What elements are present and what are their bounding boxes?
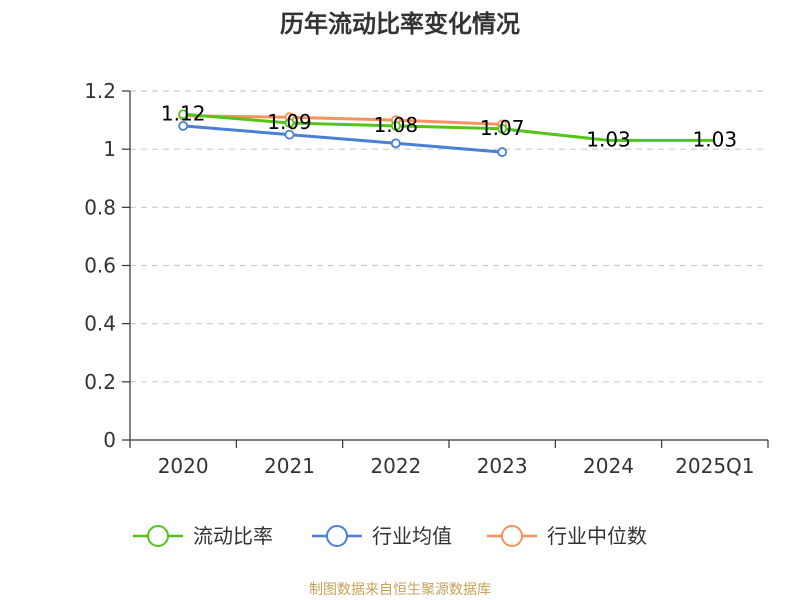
legend-item: 行业均值 — [312, 524, 452, 548]
series-line-2 — [183, 114, 503, 126]
y-tick-label: 0 — [103, 428, 116, 452]
data-label: 1.08 — [374, 113, 419, 137]
legend-marker — [326, 525, 348, 547]
x-tick-label: 2021 — [264, 454, 315, 478]
x-tick-label: 2023 — [477, 454, 528, 478]
legend-marker — [501, 525, 523, 547]
x-tick-label: 2022 — [370, 454, 421, 478]
legend: 流动比率 行业均值 行业中位数 — [133, 524, 647, 548]
data-point — [390, 138, 401, 149]
data-point — [178, 109, 189, 120]
x-tick-label: 2025Q1 — [675, 454, 754, 478]
series-line-0 — [183, 112, 715, 142]
legend-item: 行业中位数 — [487, 524, 647, 548]
y-tick-label: 0.2 — [84, 370, 116, 394]
legend-item: 流动比率 — [133, 524, 273, 548]
grid-lines — [130, 90, 764, 383]
y-tick-label: 1 — [103, 137, 116, 161]
y-tick-labels: 0 0.2 0.4 0.6 0.8 1 1.2 — [84, 79, 116, 452]
series-layer — [178, 109, 715, 157]
y-tick-label: 0.6 — [84, 254, 116, 278]
series-line-1 — [183, 124, 503, 154]
y-tick-label: 1.2 — [84, 79, 116, 103]
data-label: 1.12 — [161, 101, 206, 125]
axes — [122, 90, 769, 448]
chart-title: 历年流动比率变化情况 — [280, 10, 520, 38]
data-point — [497, 123, 508, 134]
y-tick-label: 0.4 — [84, 312, 116, 336]
legend-label: 流动比率 — [193, 524, 273, 548]
data-point — [390, 121, 401, 131]
data-point — [284, 118, 295, 128]
x-tick-labels: 2020 2021 2022 2023 2024 2025Q1 — [158, 454, 755, 478]
source-note: 制图数据来自恒生聚源数据库 — [309, 582, 491, 598]
legend-marker — [147, 525, 169, 547]
data-label: 1.03 — [586, 127, 631, 151]
x-tick-label: 2020 — [158, 454, 209, 478]
data-label: 1.07 — [480, 116, 525, 140]
data-labels: 1.12 1.09 1.08 1.07 1.03 1.03 — [161, 101, 737, 151]
y-tick-label: 0.8 — [84, 195, 116, 219]
data-point — [178, 121, 189, 131]
data-point — [497, 147, 508, 157]
x-tick-label: 2024 — [583, 454, 634, 478]
legend-label: 行业均值 — [372, 524, 452, 548]
data-label: 1.03 — [693, 127, 738, 151]
data-point — [284, 129, 295, 140]
data-label: 1.09 — [267, 110, 312, 134]
legend-label: 行业中位数 — [547, 524, 647, 548]
